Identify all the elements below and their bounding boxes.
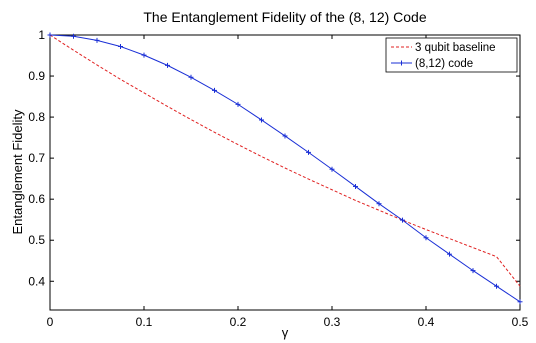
data-point: [306, 149, 311, 155]
legend: 3 qubit baseline (8,12) code: [385, 37, 518, 73]
x-tick-label: 0: [47, 315, 54, 329]
y-tick-label: 0.6: [28, 192, 45, 206]
data-point: [423, 235, 429, 241]
plot-area: [49, 34, 521, 311]
data-point: [165, 62, 170, 68]
series-line-0: [49, 34, 521, 287]
legend-label-baseline: 3 qubit baseline: [415, 42, 496, 54]
data-point: [94, 37, 100, 43]
data-point: [400, 217, 405, 223]
data-point: [376, 201, 382, 207]
x-tick-label: 0.1: [136, 315, 153, 329]
x-tick-label: 0.5: [512, 315, 529, 329]
y-tick-label: 0.9: [28, 69, 45, 83]
x-tick-label: 0.3: [324, 315, 341, 329]
series-layer: [47, 32, 523, 305]
data-point: [447, 251, 452, 257]
y-tick-label: 0.7: [28, 151, 45, 165]
x-tick-label: 0.2: [230, 315, 247, 329]
data-point: [188, 74, 194, 80]
data-point: [329, 166, 335, 172]
y-axis: 0.4 0.5 0.6 0.7 0.8 0.9 1: [28, 28, 520, 288]
data-point: [353, 183, 358, 189]
data-point: [47, 32, 53, 38]
data-point: [494, 283, 499, 289]
y-tick-label: 0.4: [28, 274, 45, 288]
data-point: [212, 87, 217, 93]
data-point: [118, 43, 123, 49]
y-axis-label: Entanglement Fidelity: [10, 109, 25, 235]
data-point: [71, 33, 76, 39]
data-point: [517, 299, 523, 305]
y-tick-label: 1: [38, 28, 45, 42]
data-point: [141, 52, 147, 58]
data-point: [259, 117, 264, 123]
x-axis-label: γ: [282, 325, 289, 340]
data-point: [235, 101, 241, 107]
data-point: [470, 268, 476, 274]
legend-label-code: (8,12) code: [415, 58, 473, 70]
data-point: [282, 133, 288, 139]
y-tick-label: 0.5: [28, 233, 45, 247]
x-tick-label: 0.4: [418, 315, 435, 329]
chart-title: The Entanglement Fidelity of the (8, 12)…: [143, 9, 426, 25]
y-tick-label: 0.8: [28, 110, 45, 124]
x-axis: 0 0.1 0.2 0.3 0.4 0.5: [47, 35, 529, 329]
legend-box: [385, 37, 518, 73]
